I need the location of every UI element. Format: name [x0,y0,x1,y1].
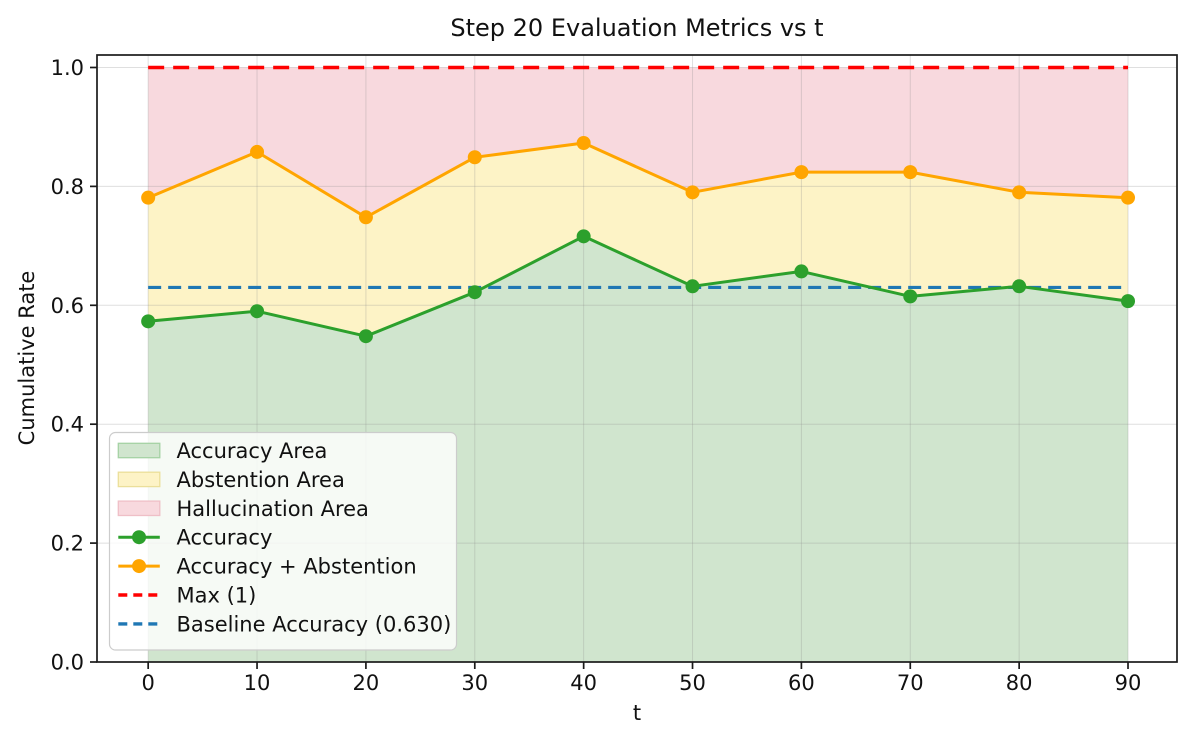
accuracy-marker [1121,294,1136,309]
y-tick-label: 1.0 [51,56,84,80]
y-tick-label: 0.4 [51,413,84,437]
accuracy-abstention-marker [1121,190,1136,205]
accuracy-abstention-marker [685,185,700,200]
accuracy-marker [685,279,700,294]
x-tick-label: 30 [461,671,488,695]
accuracy-abstention-marker [794,165,809,180]
x-tick-label: 20 [353,671,380,695]
legend-label-accuracy-abstention: Accuracy + Abstention [177,555,417,579]
accuracy-marker [141,314,156,329]
accuracy-abstention-line [146,141,1130,219]
legend-box [108,431,458,651]
x-axis-label: t [632,701,642,725]
accuracy-abstention-marker [467,150,482,165]
accuracy-abstention-marker [576,135,591,150]
legend-label-abstention-area: Abstention Area [177,468,345,492]
accuracy-marker [358,329,373,344]
accuracy-abstention-marker [141,190,156,205]
y-tick-label: 0.6 [51,294,84,318]
legend-swatch-hallucination-area [117,500,161,517]
legend-label-max-1: Max (1) [177,584,257,608]
x-tick-label: 80 [1006,671,1033,695]
x-tick-label: 60 [788,671,815,695]
legend-swatch-abstention-area [117,471,161,488]
accuracy-marker [467,285,482,300]
accuracy-abstention-marker [903,165,918,180]
legend-label-accuracy: Accuracy [177,526,273,550]
y-tick-label: 0.2 [51,532,84,556]
accuracy-marker [903,289,918,304]
y-axis-label: Cumulative Rate [15,270,39,446]
chart-title: Step 20 Evaluation Metrics vs t [450,14,824,42]
accuracy-abstention-marker [250,144,265,159]
x-tick-label: 90 [1115,671,1142,695]
hallucination-area [148,67,1128,218]
accuracy-abstention-marker [1012,185,1027,200]
accuracy-line [146,234,1130,338]
accuracy-marker [250,304,265,319]
y-tick-label: 0.0 [51,651,84,675]
accuracy-marker [576,229,591,244]
x-tick-label: 40 [570,671,597,695]
legend-marker-accuracy [132,530,147,545]
y-tick-label: 0.8 [51,175,84,199]
legend-label-baseline-accuracy-0-630: Baseline Accuracy (0.630) [177,612,452,636]
x-tick-label: 70 [897,671,924,695]
accuracy-marker [1012,279,1027,294]
legend-label-hallucination-area: Hallucination Area [177,497,369,521]
plot-border [96,54,1178,663]
legend-swatch-accuracy-area [117,442,161,459]
x-tick-label: 0 [141,671,154,695]
x-tick-label: 10 [244,671,271,695]
legend-marker-accuracy-abstention [132,559,147,574]
legend-label-accuracy-area: Accuracy Area [177,439,328,463]
x-tick-label: 50 [679,671,706,695]
accuracy-abstention-marker [358,210,373,225]
accuracy-marker [794,264,809,279]
